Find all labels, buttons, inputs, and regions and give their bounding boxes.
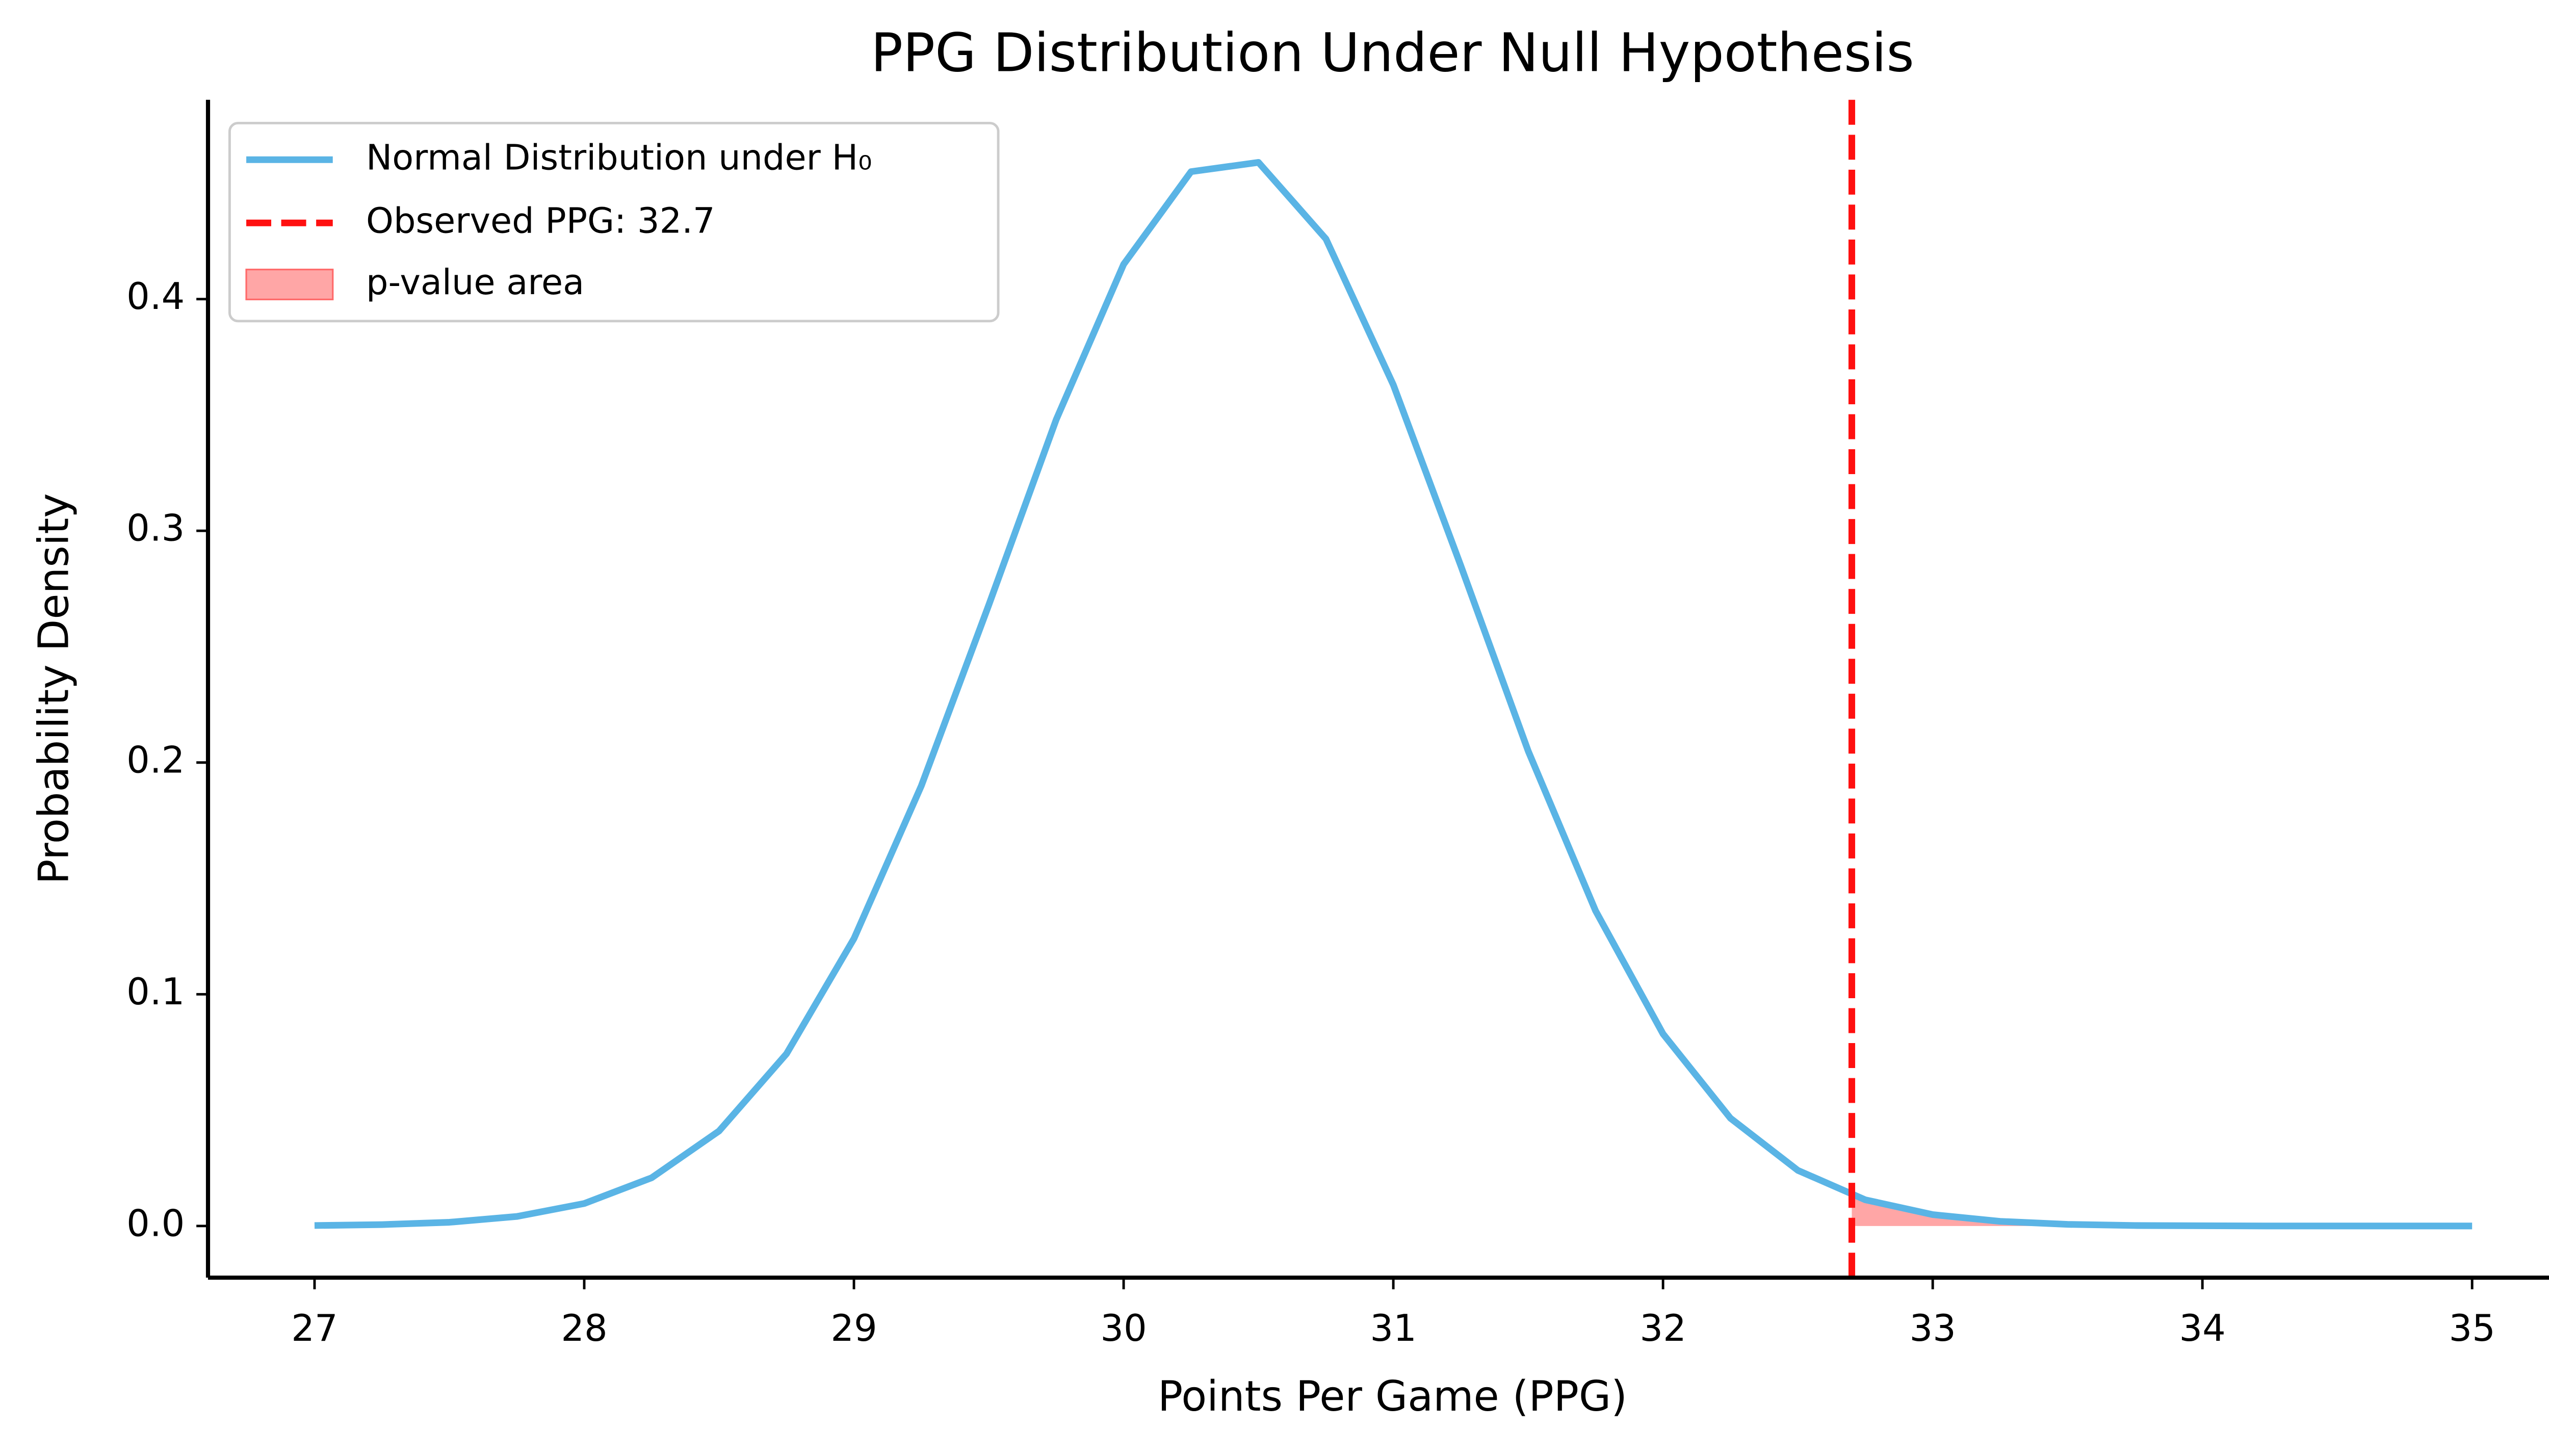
x-tick-label: 32 xyxy=(1640,1307,1686,1349)
y-axis-label: Probability Density xyxy=(30,493,79,884)
x-tick-label: 28 xyxy=(561,1307,607,1349)
x-tick-label: 30 xyxy=(1100,1307,1147,1349)
x-tick-label: 33 xyxy=(1909,1307,1956,1349)
x-axis-label: Points Per Game (PPG) xyxy=(1158,1372,1627,1421)
legend-label: p-value area xyxy=(366,262,584,303)
legend-label: Observed PPG: 32.7 xyxy=(366,200,715,241)
y-tick-label: 0.2 xyxy=(126,738,185,781)
x-tick-label: 31 xyxy=(1370,1307,1416,1349)
y-tick-label: 0.1 xyxy=(126,970,185,1013)
legend-swatch xyxy=(245,269,334,301)
legend-box xyxy=(228,122,1000,323)
x-tick-label: 35 xyxy=(2449,1307,2495,1349)
x-tick-label: 27 xyxy=(291,1307,337,1349)
p-value-area xyxy=(1852,1193,2473,1226)
x-tick-label: 29 xyxy=(830,1307,877,1349)
density-curve xyxy=(314,159,2473,1230)
x-tick-label: 34 xyxy=(2179,1307,2225,1349)
legend-label: Normal Distribution under H₀ xyxy=(366,137,872,178)
y-tick-label: 0.4 xyxy=(126,275,185,318)
y-tick-label: 0.0 xyxy=(126,1202,185,1244)
y-tick-label: 0.3 xyxy=(126,507,185,550)
chart-title: PPG Distribution Under Null Hypothesis xyxy=(871,22,1914,84)
